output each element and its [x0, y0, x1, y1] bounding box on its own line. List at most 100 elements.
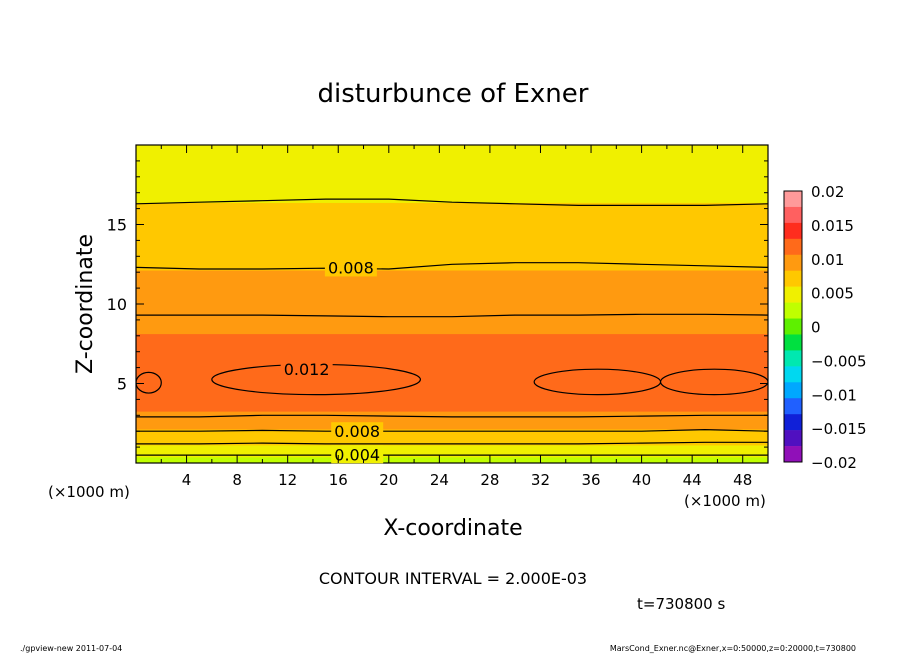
- color-band: [136, 156, 768, 160]
- color-band: [136, 341, 768, 345]
- color-band: [136, 176, 768, 180]
- colorbar-tick-labels: 0.02 0.015 0.01 0.005 0 −0.005 −0.01 −0.015 −0.0…: [811, 183, 867, 472]
- color-band: [136, 214, 768, 217]
- color-band: [136, 248, 768, 251]
- contour-interval-text: CONTOUR INTERVAL = 2.000E-03: [319, 569, 587, 588]
- color-band: [136, 450, 768, 454]
- color-band: [136, 275, 768, 279]
- color-band: [136, 456, 768, 460]
- color-band: [136, 210, 768, 213]
- color-band: [136, 194, 768, 197]
- color-band: [136, 287, 768, 291]
- color-band: [136, 152, 768, 156]
- contour-lines: [136, 198, 768, 456]
- color-band: [136, 182, 768, 186]
- x-tick-label: 20: [379, 471, 398, 489]
- color-band: [136, 289, 768, 293]
- color-band: [136, 303, 768, 307]
- colorbar: [783, 190, 803, 463]
- x-tick-label: 32: [531, 471, 550, 489]
- color-band: [136, 198, 768, 201]
- color-band: [136, 339, 768, 343]
- x-tick-label: 48: [733, 471, 752, 489]
- color-band: [136, 436, 768, 440]
- color-band: [136, 407, 768, 410]
- contour-label-bg: [331, 445, 384, 464]
- y-axis-ticks: 5 10 15: [107, 160, 768, 448]
- colorbar-tick-label: 0: [811, 319, 821, 337]
- colorbar-tick-label: 0.015: [811, 217, 854, 235]
- color-band: [136, 261, 768, 265]
- color-band: [136, 321, 768, 325]
- color-band: [136, 438, 768, 442]
- color-band: [136, 395, 768, 398]
- color-band: [136, 204, 768, 207]
- color-band: [136, 271, 768, 275]
- color-band: [136, 295, 768, 299]
- color-band: [136, 216, 768, 219]
- colorbar-segment: [784, 398, 802, 415]
- contour-labels: 0.008 0.012 0.008 0.004: [280, 258, 384, 464]
- color-band: [136, 309, 768, 313]
- colorbar-segment: [784, 270, 802, 287]
- color-band: [136, 256, 768, 259]
- color-band: [136, 426, 768, 430]
- color-band: [136, 317, 768, 321]
- colorbar-segment: [784, 191, 802, 208]
- y-axis-label: Z-coordinate: [73, 234, 98, 374]
- contour-line: [136, 198, 768, 206]
- color-band: [136, 434, 768, 438]
- color-band: [136, 401, 768, 404]
- color-band: [136, 343, 768, 347]
- x-tick-label: 24: [430, 471, 449, 489]
- colorbar-segment: [784, 222, 802, 240]
- colorbar-segment: [784, 430, 802, 447]
- color-band: [136, 311, 768, 315]
- x-axis-label: X-coordinate: [383, 516, 522, 541]
- color-band: [136, 206, 768, 209]
- color-band: [136, 415, 768, 418]
- color-band: [136, 269, 768, 273]
- color-band: [136, 291, 768, 295]
- color-band: [136, 411, 768, 414]
- color-band: [136, 389, 768, 392]
- color-band: [136, 430, 768, 434]
- colorbar-frame: [783, 190, 803, 463]
- color-band: [136, 347, 768, 351]
- colorbar-tick-label: −0.01: [811, 386, 857, 404]
- color-band: [136, 359, 768, 362]
- color-band: [136, 145, 768, 148]
- colorbar-segment: [784, 366, 802, 383]
- color-band: [136, 367, 768, 370]
- contour-region-0012: [533, 368, 662, 396]
- color-band: [136, 363, 768, 366]
- colorbar-tick-label: −0.015: [811, 420, 867, 438]
- color-band: [136, 307, 768, 311]
- color-band: [136, 335, 768, 339]
- color-band: [136, 285, 768, 289]
- colorbar-segment: [784, 446, 802, 463]
- colorbar-segment: [784, 254, 802, 272]
- colorbar-segment: [784, 414, 802, 431]
- colorbar-tick-label: −0.005: [811, 352, 867, 370]
- color-band: [136, 331, 768, 335]
- color-band: [136, 267, 768, 271]
- color-band: [136, 373, 768, 376]
- color-band: [136, 319, 768, 323]
- color-band: [136, 409, 768, 412]
- color-band: [136, 333, 768, 337]
- color-band: [136, 349, 768, 352]
- color-band: [136, 446, 768, 450]
- color-band: [136, 379, 768, 382]
- color-band: [136, 212, 768, 215]
- color-band: [136, 418, 768, 422]
- x-tick-label: 36: [581, 471, 600, 489]
- colorbar-segment: [784, 302, 802, 319]
- color-band: [136, 158, 768, 162]
- color-band: [136, 432, 768, 436]
- x-axis-ticks: 4 8 12 16 20 24 28 32 36 40 44 48: [160, 145, 752, 489]
- contour-line: [136, 428, 768, 432]
- color-band: [136, 377, 768, 380]
- color-band: [136, 416, 768, 420]
